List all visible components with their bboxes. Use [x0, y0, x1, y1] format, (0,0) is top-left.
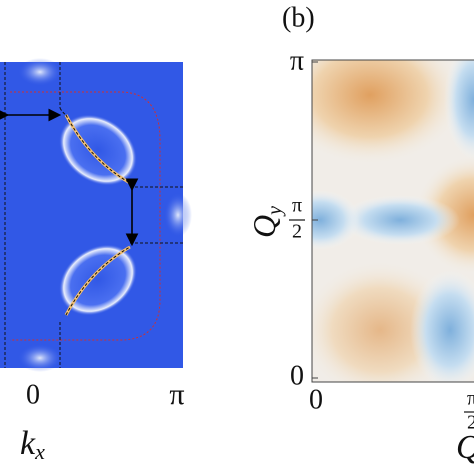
panel-label: (b): [282, 2, 315, 33]
x-tick-label: 2: [467, 412, 474, 434]
decoration: [65, 246, 131, 316]
panel-b: (b) Qy π π 2 0 0 π 2 Q: [246, 2, 474, 466]
x-tick-label: π: [169, 378, 184, 411]
decoration: [65, 114, 131, 184]
x-tick-label: 0: [26, 379, 40, 410]
y-tick-label: 0: [290, 360, 304, 391]
x-tick-label: 0: [309, 384, 323, 415]
decoration: [410, 270, 474, 382]
decoration: k: [20, 425, 36, 462]
decoration: [444, 60, 474, 160]
heatmap-b: [312, 60, 474, 382]
decoration: [18, 344, 62, 372]
decoration: [164, 193, 192, 237]
panel-a: 0 π kx: [0, 58, 192, 464]
decoration: [59, 114, 137, 186]
x-tick-label: π: [467, 388, 474, 410]
y-axis-label: Qy: [246, 206, 285, 238]
decoration: [311, 59, 474, 383]
y-tick-label: π: [292, 195, 302, 217]
decoration: y: [264, 206, 286, 217]
y-tick-label: 2: [292, 221, 302, 243]
decoration: [340, 195, 460, 245]
decoration: [10, 91, 161, 341]
decoration: [312, 190, 360, 250]
decoration: [312, 61, 318, 379]
decoration: [312, 60, 465, 165]
decoration: x: [34, 439, 45, 464]
y-tick-label: π: [290, 45, 304, 76]
decoration: Q: [246, 215, 282, 238]
x-axis-label: Q: [456, 429, 474, 466]
decoration: [18, 58, 62, 86]
decoration: [59, 244, 137, 316]
x-axis-label: kx: [20, 425, 45, 464]
